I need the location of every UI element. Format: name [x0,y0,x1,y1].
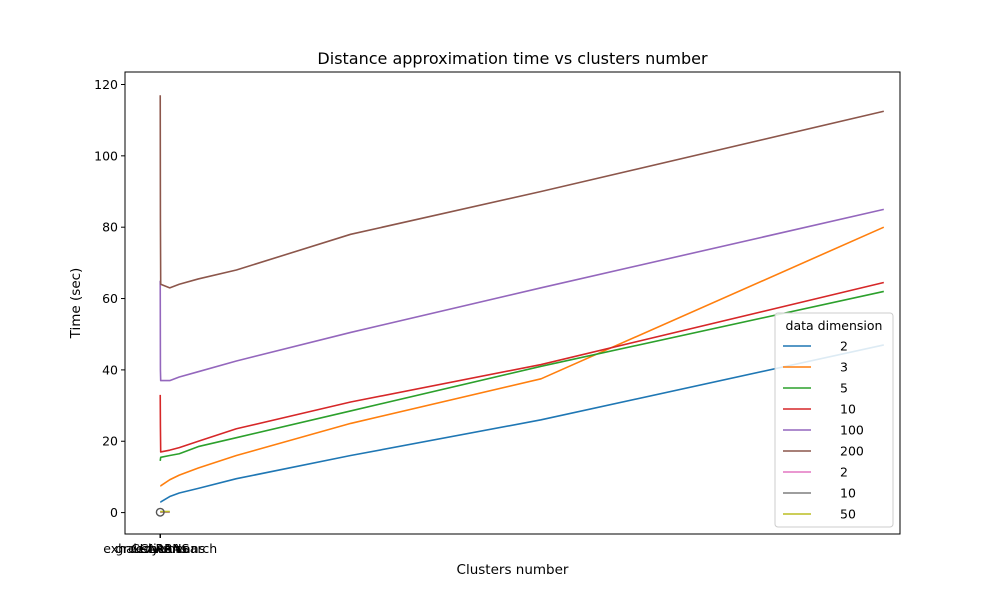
legend-label-5: 200 [840,444,864,459]
x-tick-label: CLARA [140,541,182,556]
legend-label-4: 100 [840,423,864,438]
x-axis-title: Clusters number [457,562,569,578]
x-tick-label: k-means [133,541,187,556]
legend-label-1: 3 [840,360,848,375]
plot-frame [124,71,901,535]
y-tick-label: 40 [102,362,118,377]
series-line-1 [159,226,885,487]
legend: data dimension 2 3 5 10 100 200 2 10 50 [774,312,894,528]
series-line-3 [159,281,884,453]
series-line-0 [159,344,884,503]
series-group [155,95,885,517]
y-tick-label: 0 [110,505,118,520]
series-line-4 [159,208,884,382]
x-axis: exhaustive searchgreedy-meansk-meansCLAR… [103,534,217,556]
series-marker-0 [155,507,165,517]
y-tick-label: 80 [102,220,118,235]
y-axis: 0 20 40 60 80 100 120 [94,77,125,520]
legend-label-8: 50 [840,507,856,522]
legend-label-2: 5 [840,381,848,396]
x-tick-label: exhaustive search [103,541,217,556]
legend-title: data dimension [786,318,883,333]
y-tick-label: 120 [94,77,118,92]
series-line-5 [159,95,884,289]
series-line-2 [159,290,884,461]
legend-label-7: 10 [840,486,856,501]
chart-title: Distance approximation time vs clusters … [317,49,708,68]
legend-items: 2 3 5 10 100 200 2 10 50 [783,339,864,522]
y-tick-label: 100 [94,148,118,163]
legend-label-6: 2 [840,465,848,480]
y-tick-label: 60 [102,291,118,306]
y-axis-title: Time (sec) [68,268,84,340]
plot-lines [155,95,885,517]
x-tick-label: CLARANS [131,541,190,556]
x-tick-label: greedy-means [115,541,205,556]
legend-label-0: 2 [840,339,848,354]
y-tick-label: 20 [102,434,118,449]
legend-box [774,312,894,528]
legend-label-3: 10 [840,402,856,417]
